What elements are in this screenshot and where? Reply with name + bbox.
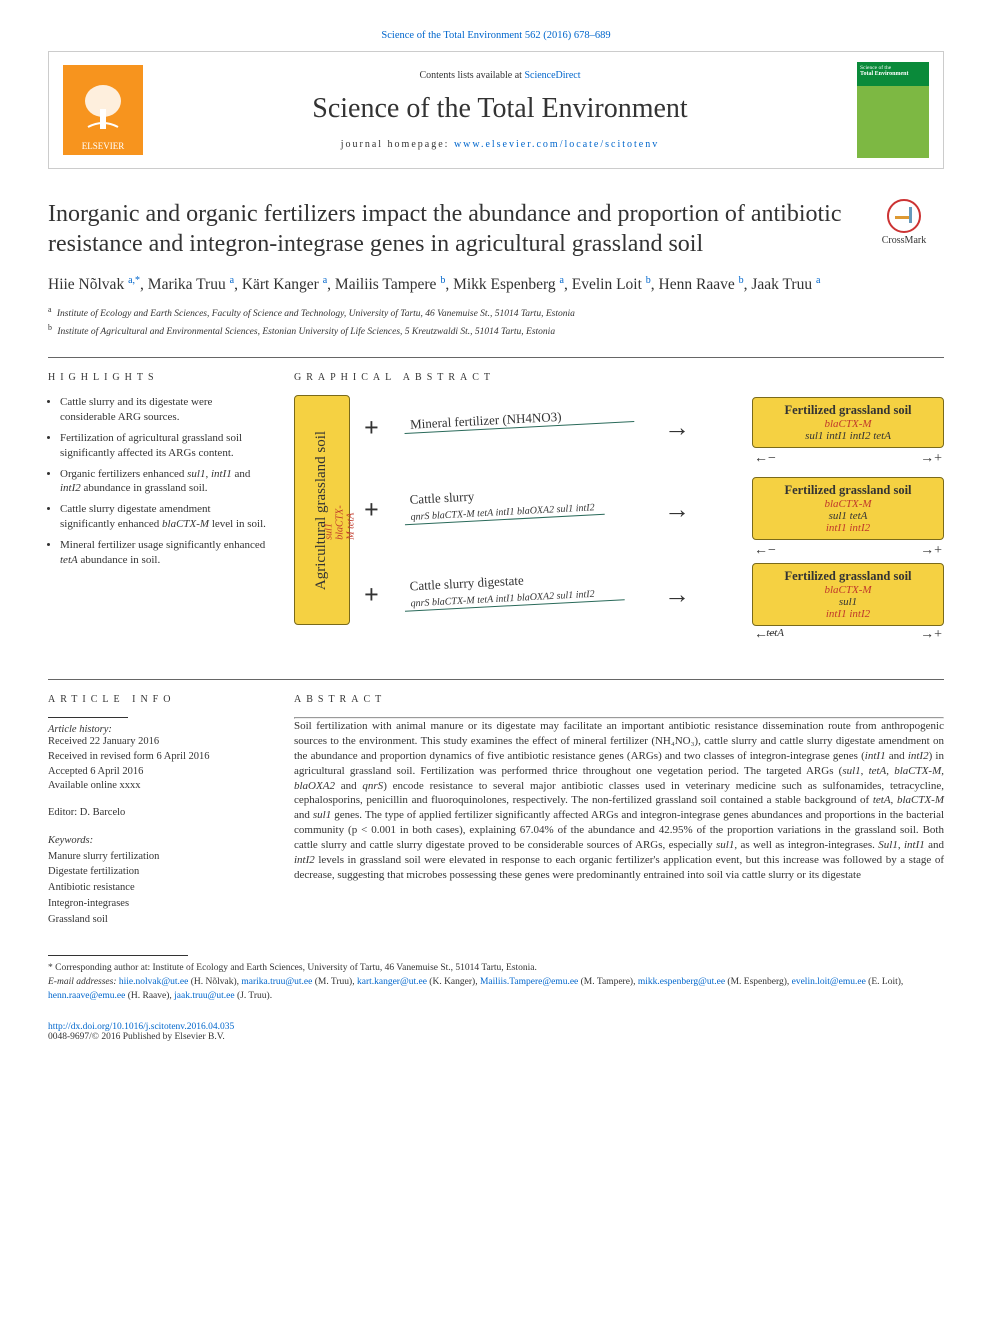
- contents-line: Contents lists available at ScienceDirec…: [163, 70, 837, 81]
- contents-prefix: Contents lists available at: [419, 70, 524, 81]
- plus-icon: +: [364, 495, 379, 525]
- ga-result-3-bottom-gene: tetA: [766, 627, 784, 639]
- plus-icon: +: [364, 413, 379, 443]
- ga-result-2-red2: intI1 intI2: [761, 522, 935, 534]
- ga-result-3-black: sul1: [761, 596, 935, 608]
- journal-cover-thumb: Science of the Total Environment: [857, 62, 929, 158]
- ga-result-3: Fertilized grassland soil blaCTX-M sul1 …: [752, 563, 944, 626]
- ga-result-3-red: blaCTX-M: [761, 584, 935, 596]
- abstract-text: Soil fertilization with animal manure or…: [294, 719, 944, 882]
- crossmark-icon: [887, 199, 921, 233]
- crossmark-badge[interactable]: CrossMark: [864, 199, 944, 246]
- citation-link[interactable]: Science of the Total Environment 562 (20…: [381, 30, 610, 41]
- crossmark-label: CrossMark: [882, 235, 926, 246]
- ga-result-3-header: Fertilized grassland soil: [761, 569, 935, 584]
- ga-fert-1-label: Mineral fertilizer (NH4NO3): [410, 409, 562, 432]
- elsevier-logo: ELSEVIER: [63, 65, 143, 155]
- authors: Hiie Nõlvak a,*, Marika Truu a, Kärt Kan…: [48, 273, 944, 296]
- arrow-icon: →: [664, 580, 690, 610]
- history-label: Article history:: [48, 724, 268, 735]
- ga-fert-2-label: Cattle slurry: [409, 489, 474, 507]
- ga-result-2-red: blaCTX-M: [761, 498, 935, 510]
- graphical-abstract: Agricultural grassland soil sul1 blaCTX-…: [294, 395, 944, 645]
- ga-fert-1: Mineral fertilizer (NH4NO3): [404, 405, 635, 434]
- ga-result-1-header: Fertilized grassland soil: [761, 403, 935, 418]
- issn-line: 0048-9697/© 2016 Published by Elsevier B…: [48, 1032, 225, 1042]
- cover-main: Total Environment: [860, 71, 926, 77]
- ga-result-3-red2: intI1 intI2: [761, 608, 935, 620]
- plus-icon: +: [364, 580, 379, 610]
- journal-header: ELSEVIER Contents lists available at Sci…: [48, 51, 944, 169]
- ga-result-1-arrows: ←−→+: [754, 451, 942, 467]
- ga-result-2: Fertilized grassland soil blaCTX-M sul1 …: [752, 477, 944, 540]
- arrow-icon: →: [664, 413, 690, 443]
- arrow-icon: →: [664, 495, 690, 525]
- sciencedirect-link[interactable]: ScienceDirect: [524, 70, 580, 81]
- doi-link[interactable]: http://dx.doi.org/10.1016/j.scitotenv.20…: [48, 1022, 234, 1032]
- editor: Editor: D. Barcelo: [48, 806, 268, 821]
- ga-result-2-arrows: ←−→+: [754, 543, 942, 559]
- keywords-label: Keywords:: [48, 835, 268, 846]
- graphical-abstract-heading: GRAPHICAL ABSTRACT: [294, 372, 944, 383]
- ga-result-1-black: sul1 intI1 intI2 tetA: [761, 430, 935, 442]
- ga-fert-3-label: Cattle slurry digestate: [409, 573, 524, 594]
- article-history: Received 22 January 2016Received in revi…: [48, 735, 268, 794]
- homepage-prefix: journal homepage:: [341, 139, 454, 150]
- ga-soil-genes: sul1 blaCTX-M tetA: [324, 505, 357, 539]
- email-addresses: E-mail addresses: hiie.nolvak@ut.ee (H. …: [48, 976, 944, 1004]
- corresponding-author: * Corresponding author at: Institute of …: [48, 962, 944, 976]
- ga-result-2-black: sul1 tetA: [761, 510, 935, 522]
- ga-fert-2: Cattle slurry qnrS blaCTX-M tetA intI1 b…: [403, 482, 604, 525]
- top-citation: Science of the Total Environment 562 (20…: [48, 30, 944, 41]
- ga-fert-3-sub: qnrS blaCTX-M tetA intI1 blaOXA2 sul1 in…: [410, 589, 595, 610]
- abstract-heading: ABSTRACT: [294, 694, 944, 705]
- article-info-heading: ARTICLE INFO: [48, 694, 268, 705]
- highlights-heading: HIGHLIGHTS: [48, 372, 268, 383]
- ga-fert-3: Cattle slurry digestate qnrS blaCTX-M te…: [403, 567, 624, 611]
- ga-soil-box: Agricultural grassland soil sul1 blaCTX-…: [294, 395, 350, 625]
- elsevier-label: ELSEVIER: [82, 141, 125, 151]
- affiliations: a Institute of Ecology and Earth Science…: [48, 304, 944, 339]
- highlights-list: Cattle slurry and its digestate were con…: [48, 395, 268, 567]
- elsevier-tree-icon: [80, 83, 126, 137]
- article-title: Inorganic and organic fertilizers impact…: [48, 199, 846, 259]
- ga-result-1-red: blaCTX-M: [761, 418, 935, 430]
- ga-result-1: Fertilized grassland soil blaCTX-M sul1 …: [752, 397, 944, 448]
- journal-name: Science of the Total Environment: [163, 93, 837, 125]
- ga-fert-2-sub: qnrS blaCTX-M tetA intI1 blaOXA2 sul1 in…: [410, 502, 595, 523]
- journal-homepage: journal homepage: www.elsevier.com/locat…: [163, 139, 837, 150]
- homepage-link[interactable]: www.elsevier.com/locate/scitotenv: [454, 139, 659, 150]
- keywords-list: Manure slurry fertilizationDigestate fer…: [48, 849, 268, 928]
- ga-result-2-header: Fertilized grassland soil: [761, 483, 935, 498]
